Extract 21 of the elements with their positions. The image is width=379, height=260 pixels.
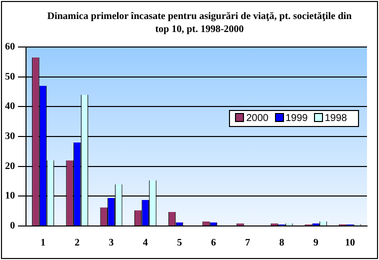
y-tick-label: 10: [5, 190, 15, 202]
legend-label: 1998: [324, 113, 347, 124]
y-tick-label: 30: [5, 131, 15, 142]
legend-label: 2000: [246, 113, 268, 124]
x-tick-label: 3: [108, 238, 114, 249]
legend-label: 1999: [286, 113, 308, 124]
x-tick-label: 2: [74, 238, 80, 249]
x-tick-label: 7: [245, 238, 250, 249]
x-tick-label: 10: [344, 238, 355, 249]
x-tick-label: 8: [279, 238, 284, 249]
x-tick-label: 6: [211, 238, 216, 249]
y-tick-label: 40: [5, 101, 15, 112]
y-tick-label: 0: [10, 220, 15, 232]
y-tick-label: 50: [5, 71, 15, 82]
x-tick-label: 5: [176, 238, 182, 249]
x-tick-label: 1: [40, 238, 46, 249]
x-tick-label: 9: [313, 238, 318, 249]
chart-title: Dinamica primelor încasate pentru asigurări de viaţă, pt. societăţile din top 10, pt. 1998-2000: [46, 10, 353, 36]
x-tick-label: 4: [142, 238, 148, 249]
y-tick-label: 20: [5, 160, 15, 172]
y-tick-label: 60: [5, 42, 15, 53]
